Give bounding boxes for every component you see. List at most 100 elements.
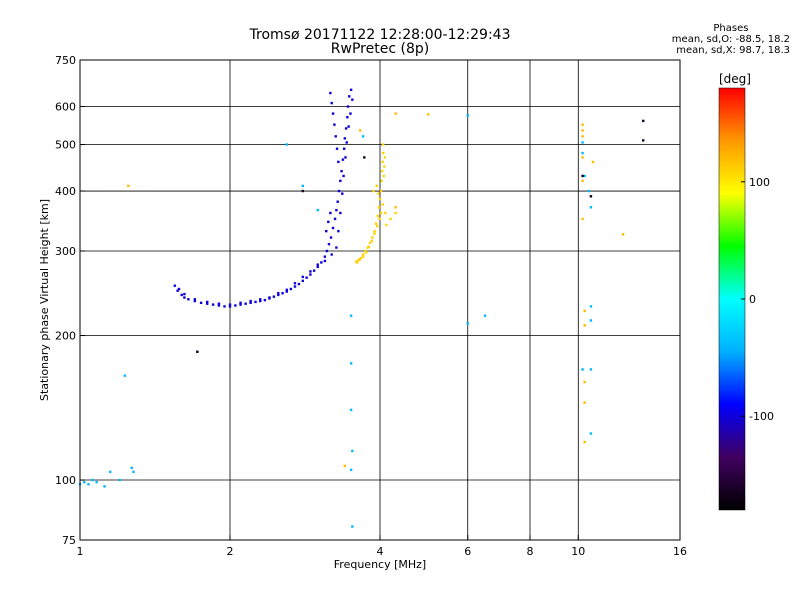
echo-point [581,123,584,126]
colorbar-label: [deg] [719,72,751,86]
echo-point [394,206,397,209]
echo-point [384,211,387,215]
echo-point [109,470,112,474]
echo-point [173,284,177,287]
echo-point [591,160,595,164]
echo-point [277,293,280,297]
echo-point [187,298,190,301]
echo-point [199,301,203,305]
echo-point [285,288,288,292]
echo-point [263,298,267,302]
echo-point [334,135,337,138]
echo-point [228,303,232,306]
echo-point [359,256,362,260]
echo-point [382,143,385,146]
y-tick-label: 75 [62,534,76,547]
phase-x-line: mean, sd,X: 98.7, 18.3 [676,45,790,56]
echo-point [378,217,381,221]
echo-point [333,123,336,126]
echo-point [316,265,319,269]
echo-point [196,350,199,353]
echo-point [361,255,365,258]
echo-point [91,478,94,482]
echo-point [351,525,354,528]
y-axis-label: Stationary phase Virtual Height [km] [38,199,51,401]
echo-point [381,160,384,164]
echo-point [254,300,257,304]
echo-point [379,189,383,193]
echo-point [581,135,584,138]
echo-point [336,200,339,203]
echo-point [466,322,469,325]
echo-point [103,485,106,488]
echo-point [277,292,280,295]
echo-point [177,287,181,291]
echo-point [343,464,347,468]
echo-point [583,440,586,444]
echo-point [589,319,593,322]
echo-point [289,287,293,291]
grid [80,60,680,540]
echo-point [383,156,387,159]
chart-title: Tromsø 20171122 12:28:00-12:29:43 [249,27,511,43]
y-tick-label: 400 [55,185,76,198]
echo-point [344,127,348,130]
echo-point [367,245,371,249]
echo-point [301,275,305,279]
x-tick-label: 1 [77,545,84,558]
echo-point [589,206,593,209]
echo-point [368,241,372,245]
echo-point [341,192,344,195]
echo-point [373,232,376,235]
x-axis-label: Frequency [MHz] [334,558,426,571]
echo-point [335,208,338,212]
echo-point [642,139,645,142]
echo-point [583,401,586,404]
echo-point [380,179,383,183]
echo-point [176,289,179,292]
echo-point [382,151,385,155]
echo-point [330,253,333,256]
echo-point [87,483,90,486]
echo-point [358,258,361,261]
echo-point [427,113,430,116]
echo-point [351,449,354,453]
echo-point [180,293,183,297]
echo-point [293,282,297,285]
echo-point [379,211,383,215]
echo-point [349,112,352,115]
echo-point [285,143,288,146]
echo-point [83,480,86,484]
echo-point [642,119,645,123]
echo-point [285,290,288,293]
echo-point [211,303,215,306]
echo-point [316,263,319,266]
y-tick-label: 500 [55,139,76,152]
echo-point [339,179,342,183]
echo-point [297,282,301,286]
echo-point [329,236,333,239]
echo-point [363,156,366,159]
x-tick-label: 6 [464,545,471,558]
echo-point [130,466,133,470]
axis-ticks: 1 2 4 6 8 10 16 75 100 200 300 400 500 600 750 [55,54,687,558]
echo-point [589,305,593,308]
echo-point [323,259,327,263]
echo-point [335,246,338,249]
echo-point [378,197,382,201]
echo-point [339,211,342,215]
echo-point [346,116,349,119]
echo-point [581,217,584,221]
echo-point [193,299,197,303]
echo-point [349,408,353,412]
echo-point [349,314,353,317]
echo-point [382,174,385,178]
echo-point [249,301,252,305]
echo-point [394,112,397,115]
echo-point [389,217,392,221]
echo-point [351,98,354,101]
data-points [78,88,645,528]
y-tick-label: 200 [55,330,76,343]
y-tick-label: 750 [55,54,76,67]
